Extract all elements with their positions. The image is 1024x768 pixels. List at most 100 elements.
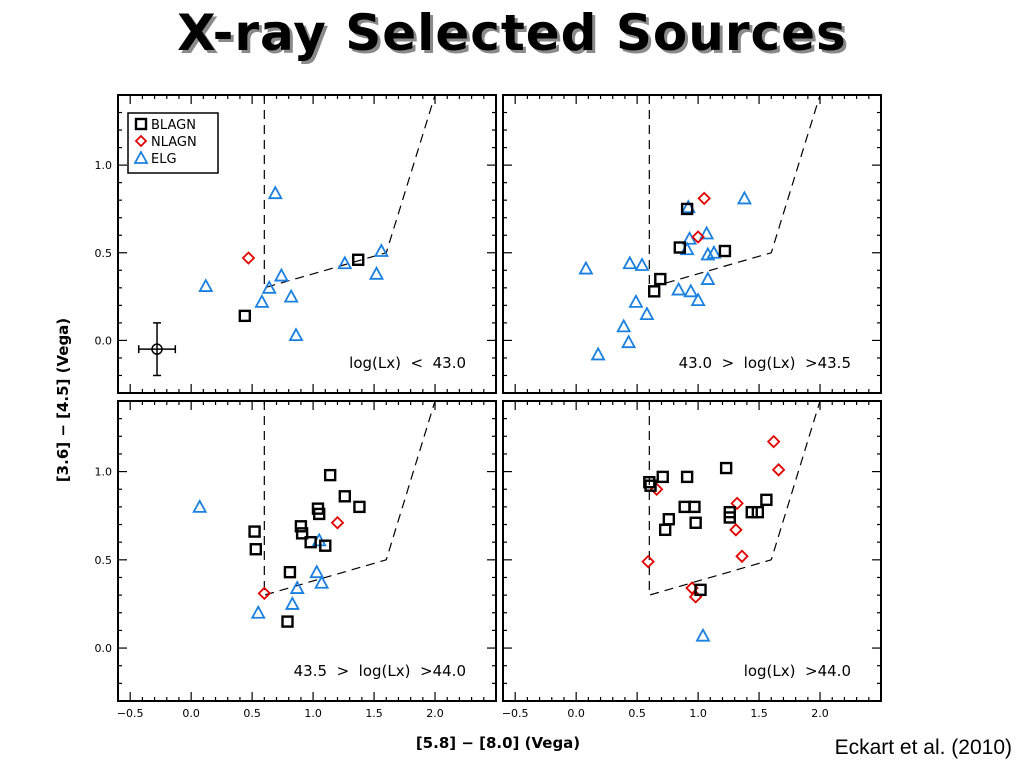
x-tick-label: 0.5 [628,707,646,720]
blagn-point [648,285,661,298]
nlagn-point [691,230,705,244]
elg-point [309,564,325,579]
x-tick-label: 1.5 [750,707,768,720]
nlagn-point [697,191,711,206]
agn-wedge [263,400,436,596]
elg-point [700,271,716,285]
y-tick-label: 0.0 [95,642,113,655]
x-tick-label: −0.5 [502,707,529,720]
blagn-point [249,543,262,556]
agn-wedge [648,94,821,289]
blagn-point [238,309,252,323]
elg-point [682,230,698,245]
blagn-point [353,500,366,514]
elg-point [250,604,266,619]
legend-diamond-icon [134,134,148,148]
error-bar-point [151,343,163,355]
panel-1: 0.0 0.5 1.0 log(Lx) < 43.0 BLAGN NLAGN ELG [95,94,497,394]
blagn-point [718,244,732,258]
elg-point [289,580,305,594]
blagn-point [312,507,326,521]
elg-point [683,283,699,298]
blagn-point [294,520,308,533]
elg-point [273,267,289,282]
legend-label: NLAGN [151,135,197,150]
elg-point [590,346,606,361]
elg-point [695,627,711,642]
elg-point [706,244,722,259]
blagn-point [680,202,694,216]
slide-title: X-ray Selected Sources [177,4,847,62]
panel-3: 0.0 0.5 1.0 −0.5 0.0 0.5 1.0 1.5 2.0 43.5 > log(L… [95,400,497,720]
blagn-point [658,523,672,537]
y-tick-label: 1.0 [95,466,113,479]
elg-point [267,185,283,200]
blagn-point [678,500,691,514]
nlagn-point [766,434,781,449]
y-tick-label: 0.5 [95,554,113,567]
legend-triangle-icon [133,150,149,164]
blagn-point [644,479,657,492]
blagn-point [283,565,297,579]
panel-frame [117,94,497,394]
elg-point [622,255,638,270]
elg-point [578,260,594,275]
x-tick-label: 1.5 [365,707,383,720]
elg-point [198,278,214,292]
x-tick-label: 1.0 [304,707,322,720]
legend: BLAGN NLAGN ELG [127,112,219,174]
elg-point [639,306,655,321]
elg-point [283,288,299,303]
elg-point [368,265,385,280]
citation: Eckart et al. (2010) [834,736,1012,759]
x-tick-label: 2.0 [426,707,444,720]
blagn-point [656,470,669,484]
y-tick-label: 0.5 [95,247,113,260]
nlagn-point [771,463,786,477]
panel-label: 43.0 > log(Lx) >43.5 [679,354,851,372]
blagn-point [248,525,261,538]
x-axis-label: [5.8] − [8.0] (Vega) [416,734,580,752]
blagn-point [719,461,733,475]
blagn-point [689,516,702,529]
blagn-point [654,272,667,286]
nlagn-point [641,554,655,569]
x-tick-label: 0.5 [243,707,261,720]
agn-wedge [263,94,436,289]
elg-point [314,574,330,589]
panel-frame [117,400,497,702]
panel-4: −0.5 0.0 0.5 1.0 1.5 2.0 log(Lx) >44.0 [502,400,882,720]
x-tick-label: 0.0 [567,707,585,720]
nlagn-point [330,515,345,530]
panel-label: log(Lx) < 43.0 [349,354,466,372]
x-tick-label: 0.0 [182,707,200,720]
nlagn-point [241,251,256,265]
elg-point [254,293,270,308]
y-tick-label: 0.0 [95,334,113,347]
panels-group: 0.0 0.5 1.0 log(Lx) < 43.0 BLAGN NLAGN ELG 43.0… [95,94,882,720]
blagn-point [304,535,317,549]
blagn-point [760,493,773,507]
elg-point [284,596,300,610]
nlagn-point [735,549,749,564]
panel-frame [502,400,882,702]
elg-point [690,292,706,306]
blagn-point [688,500,701,514]
blagn-point [680,470,694,484]
blagn-point [694,583,707,597]
elg-point [373,243,389,257]
blagn-point [723,505,736,519]
elg-point [192,499,208,513]
elg-point [699,225,715,240]
elg-point [288,327,304,342]
legend-label: BLAGN [151,118,196,133]
elg-point [628,293,644,308]
x-tick-label: −0.5 [117,707,144,720]
legend-square-icon [134,117,148,131]
nlagn-point [729,523,743,537]
panel-label: log(Lx) >44.0 [744,662,851,680]
blagn-point [643,475,656,489]
blagn-point [338,490,351,503]
error-bar [137,322,177,377]
elg-point [671,281,687,296]
